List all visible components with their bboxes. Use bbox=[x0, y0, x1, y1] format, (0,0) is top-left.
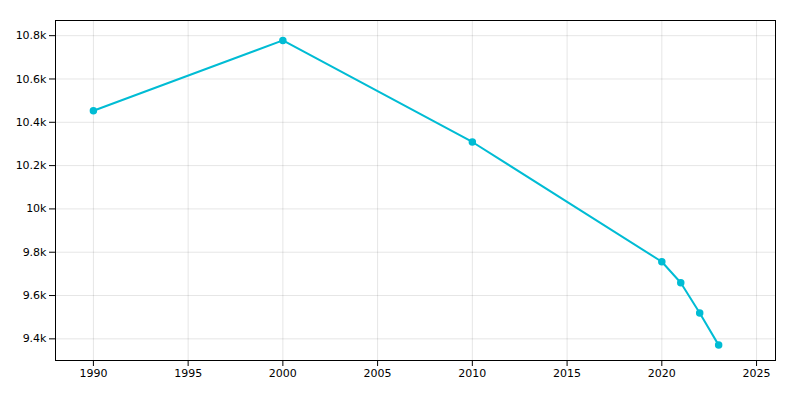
svg-text:2025: 2025 bbox=[743, 367, 771, 380]
svg-text:9.8k: 9.8k bbox=[23, 246, 47, 259]
svg-text:10k: 10k bbox=[26, 202, 47, 215]
svg-text:2015: 2015 bbox=[553, 367, 581, 380]
svg-text:2005: 2005 bbox=[364, 367, 392, 380]
svg-text:10.2k: 10.2k bbox=[16, 159, 47, 172]
svg-text:2010: 2010 bbox=[458, 367, 486, 380]
svg-text:9.6k: 9.6k bbox=[23, 289, 47, 302]
svg-text:10.6k: 10.6k bbox=[16, 72, 47, 85]
svg-text:1990: 1990 bbox=[79, 367, 107, 380]
svg-text:2020: 2020 bbox=[648, 367, 676, 380]
svg-text:10.4k: 10.4k bbox=[16, 116, 47, 129]
svg-text:1995: 1995 bbox=[174, 367, 202, 380]
svg-text:9.4k: 9.4k bbox=[23, 332, 47, 345]
svg-text:10.8k: 10.8k bbox=[16, 29, 47, 42]
svg-text:2000: 2000 bbox=[269, 367, 297, 380]
